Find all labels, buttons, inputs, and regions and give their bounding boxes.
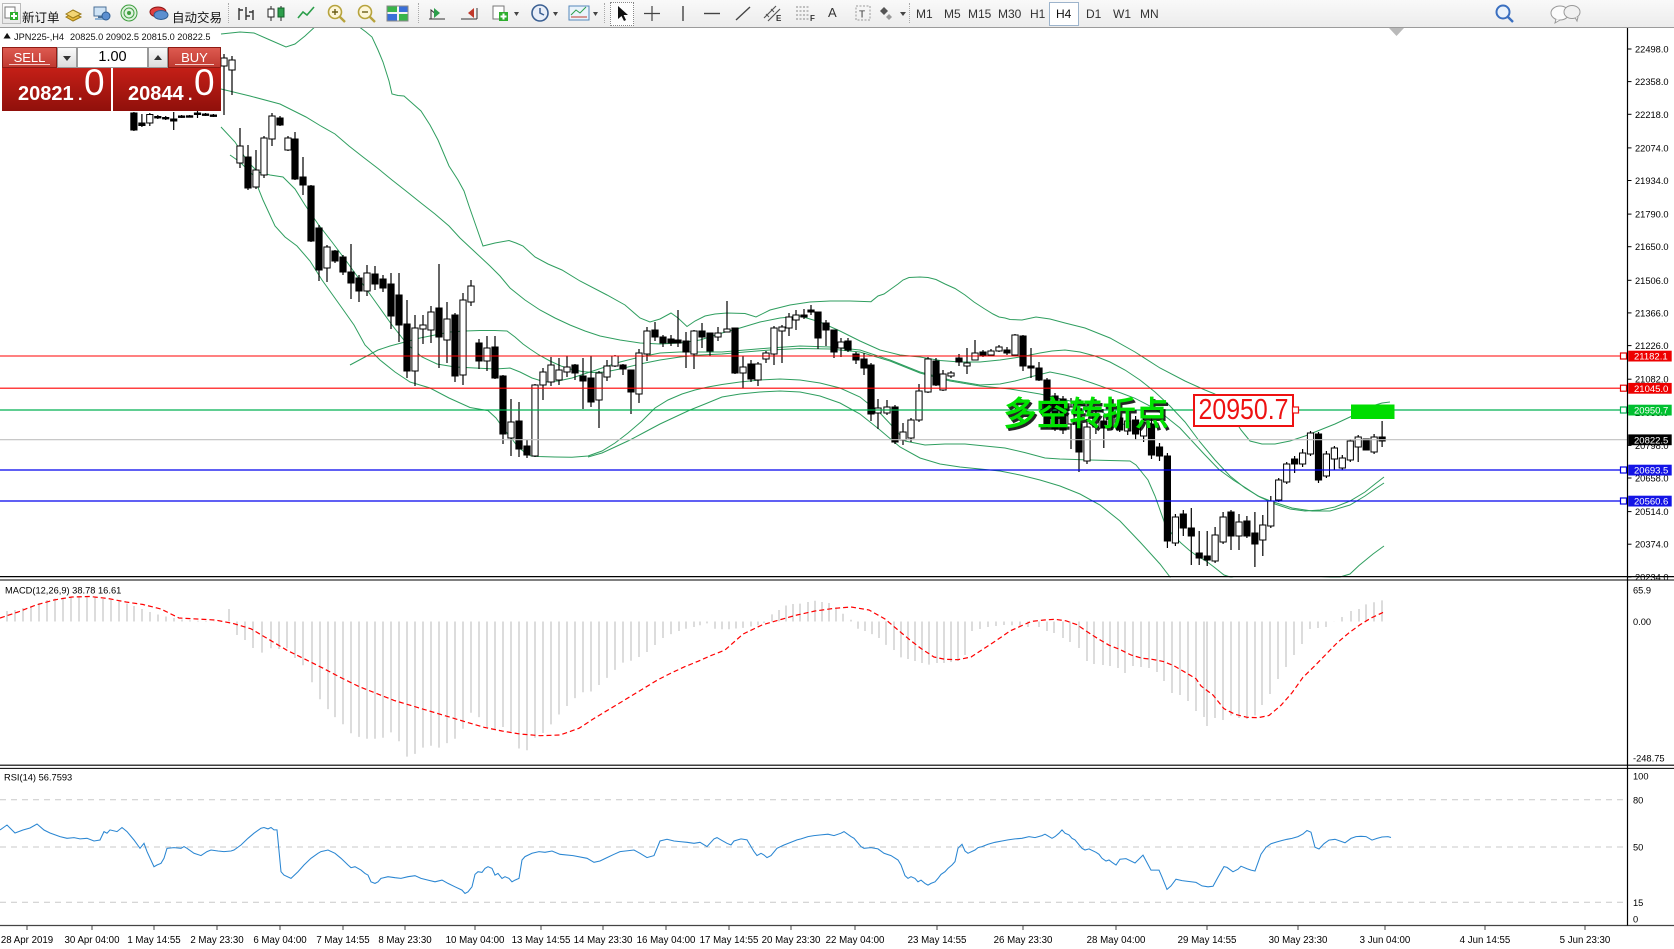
svg-text:26 May 23:30: 26 May 23:30 xyxy=(994,935,1053,946)
svg-text:23 May 14:55: 23 May 14:55 xyxy=(908,935,967,946)
svg-text:50: 50 xyxy=(1633,843,1643,853)
svg-text:21790.0: 21790.0 xyxy=(1635,210,1669,220)
svg-text:16 May 04:00: 16 May 04:00 xyxy=(637,935,696,946)
svg-text:10 May 04:00: 10 May 04:00 xyxy=(446,935,505,946)
svg-text:0.00: 0.00 xyxy=(1633,617,1651,627)
svg-text:E: E xyxy=(776,14,782,23)
svg-text:22 May 04:00: 22 May 04:00 xyxy=(826,935,885,946)
svg-text:22358.0: 22358.0 xyxy=(1635,77,1669,87)
svg-text:0: 0 xyxy=(1633,915,1638,925)
svg-text:多空转折点: 多空转折点 xyxy=(1004,395,1169,432)
svg-text:14 May 23:30: 14 May 23:30 xyxy=(574,935,633,946)
svg-text:21506.0: 21506.0 xyxy=(1635,276,1669,286)
svg-text:4 Jun 14:55: 4 Jun 14:55 xyxy=(1460,935,1511,946)
svg-text:13 May 14:55: 13 May 14:55 xyxy=(512,935,571,946)
svg-text:80: 80 xyxy=(1633,795,1643,805)
svg-text:20950.7: 20950.7 xyxy=(1634,406,1668,417)
svg-text:20798.0: 20798.0 xyxy=(1635,441,1669,451)
svg-text:T: T xyxy=(859,10,865,21)
svg-text:22498.0: 22498.0 xyxy=(1635,45,1669,55)
svg-text:15: 15 xyxy=(1633,898,1643,908)
svg-text:20658.0: 20658.0 xyxy=(1635,474,1669,484)
svg-text:29 May 14:55: 29 May 14:55 xyxy=(1178,935,1237,946)
svg-text:21934.0: 21934.0 xyxy=(1635,176,1669,186)
svg-text:30 Apr 04:00: 30 Apr 04:00 xyxy=(65,935,121,946)
svg-text:20374.0: 20374.0 xyxy=(1635,540,1669,550)
svg-text:3 Jun 04:00: 3 Jun 04:00 xyxy=(1360,935,1411,946)
svg-text:21366.0: 21366.0 xyxy=(1635,308,1669,318)
svg-text:20950.7: 20950.7 xyxy=(1199,394,1289,426)
svg-text:20693.5: 20693.5 xyxy=(1634,466,1668,477)
svg-text:28 Apr 2019: 28 Apr 2019 xyxy=(1,935,53,946)
svg-text:100: 100 xyxy=(1633,772,1649,782)
svg-text:22218.0: 22218.0 xyxy=(1635,110,1669,120)
svg-text:20822.5: 20822.5 xyxy=(1634,435,1668,446)
svg-text:21182.1: 21182.1 xyxy=(1634,352,1668,363)
svg-text:多空转折点: 多空转折点 xyxy=(1006,398,1171,435)
svg-text:8 May 23:30: 8 May 23:30 xyxy=(378,935,432,946)
svg-text:22074.0: 22074.0 xyxy=(1635,143,1669,153)
svg-text:21650.0: 21650.0 xyxy=(1635,242,1669,252)
svg-text:1 May 14:55: 1 May 14:55 xyxy=(127,935,180,946)
svg-text:21226.0: 21226.0 xyxy=(1635,341,1669,351)
svg-text:21045.0: 21045.0 xyxy=(1634,384,1668,395)
svg-text:MACD(12,26,9) 38.78 16.61: MACD(12,26,9) 38.78 16.61 xyxy=(5,586,121,596)
svg-text:30 May 23:30: 30 May 23:30 xyxy=(1269,935,1328,946)
svg-text:-248.75: -248.75 xyxy=(1633,753,1665,763)
svg-text:20514.0: 20514.0 xyxy=(1635,507,1669,517)
svg-text:17 May 14:55: 17 May 14:55 xyxy=(700,935,759,946)
svg-text:F: F xyxy=(810,14,815,23)
svg-text:2 May 23:30: 2 May 23:30 xyxy=(190,935,244,946)
svg-text:RSI(14) 56.7593: RSI(14) 56.7593 xyxy=(4,773,72,783)
svg-text:5 Jun 23:30: 5 Jun 23:30 xyxy=(1560,935,1611,946)
svg-text:20825.0 20902.5 20815.0 20822.: 20825.0 20902.5 20815.0 20822.5 xyxy=(70,32,211,42)
svg-text:JPN225-,H4: JPN225-,H4 xyxy=(14,32,64,42)
svg-text:7 May 14:55: 7 May 14:55 xyxy=(316,935,369,946)
svg-text:20 May 23:30: 20 May 23:30 xyxy=(762,935,821,946)
svg-text:65.9: 65.9 xyxy=(1633,586,1651,596)
svg-text:28 May 04:00: 28 May 04:00 xyxy=(1087,935,1146,946)
svg-text:20560.6: 20560.6 xyxy=(1634,497,1668,508)
svg-text:6 May 04:00: 6 May 04:00 xyxy=(253,935,307,946)
svg-text:21082.0: 21082.0 xyxy=(1635,375,1669,385)
svg-text:20234.0: 20234.0 xyxy=(1635,572,1669,582)
